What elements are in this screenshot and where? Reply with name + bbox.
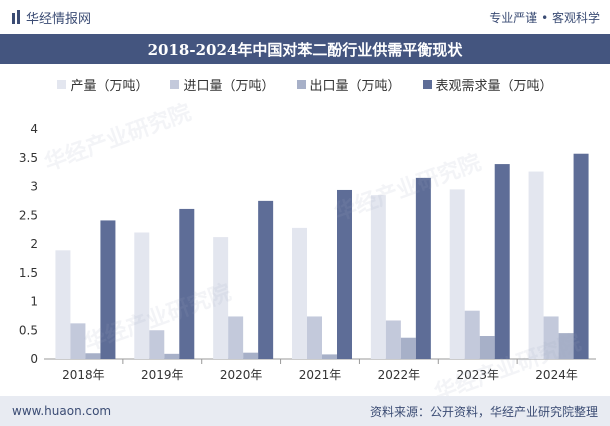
bar-chart: 0 0.5 1 1.5 2 2.5 3 3.5 4 2018年 2019年 2020年 2021年 202…	[19, 122, 596, 382]
x-tick-label: 2019年	[141, 368, 184, 382]
top-bar: 华经情报网 专业严谨 • 客观科学	[0, 0, 610, 34]
bar	[528, 171, 544, 359]
y-tick-label: 4	[30, 122, 38, 136]
bar	[415, 177, 431, 359]
bar	[243, 352, 259, 359]
legend-swatch	[57, 79, 67, 89]
legend-label: 表观需求量（万吨）	[435, 78, 553, 94]
brand-logo-icon	[12, 10, 20, 24]
bar	[573, 153, 589, 359]
y-tick-label: 0	[30, 352, 38, 366]
bar	[134, 232, 150, 359]
bar	[70, 323, 86, 359]
brand: 华经情报网	[12, 8, 91, 27]
bar	[85, 353, 101, 359]
bar	[213, 237, 229, 359]
legend-item: 进口量（万吨）	[170, 72, 275, 96]
legend-label: 出口量（万吨）	[309, 78, 401, 94]
y-tick-label: 0.5	[19, 323, 38, 337]
y-tick-label: 1	[30, 295, 38, 309]
bar	[400, 337, 416, 359]
bar	[258, 200, 274, 359]
y-tick-label: 2	[30, 237, 38, 251]
bar	[292, 227, 307, 359]
bar	[337, 189, 352, 359]
legend-label: 进口量（万吨）	[183, 78, 275, 94]
y-tick-label: 3.5	[19, 151, 38, 165]
bar	[479, 336, 495, 359]
brand-name: 华经情报网	[26, 11, 92, 27]
legend-swatch	[296, 79, 306, 89]
y-tick-label: 2.5	[19, 208, 38, 222]
bar	[370, 195, 386, 359]
x-tick-label: 2023年	[456, 368, 499, 382]
bar	[385, 320, 401, 359]
x-tick-label: 2018年	[62, 368, 105, 382]
y-tick-label: 1.5	[19, 266, 38, 280]
x-tick-label: 2021年	[299, 368, 342, 382]
bar	[307, 316, 322, 359]
legend-item: 出口量（万吨）	[296, 72, 401, 96]
bar	[449, 189, 465, 359]
x-tick-label: 2024年	[535, 368, 578, 382]
legend-swatch	[170, 79, 180, 89]
chart-legend: 产量（万吨） 进口量（万吨） 出口量（万吨） 表观需求量（万吨）	[0, 72, 610, 96]
y-tick-label: 3	[30, 180, 38, 194]
footer-website: www.huaon.com	[12, 404, 112, 418]
tagline: 专业严谨 • 客观科学	[489, 10, 600, 25]
bar	[228, 316, 244, 359]
bar	[149, 330, 165, 359]
legend-label: 产量（万吨）	[70, 78, 149, 94]
footer-source: 资料来源：公开资料，华经产业研究院整理	[369, 404, 598, 419]
footer: www.huaon.com 资料来源：公开资料，华经产业研究院整理	[0, 396, 610, 426]
bar	[164, 353, 180, 359]
bar	[543, 316, 559, 359]
x-tick-label: 2022年	[378, 368, 421, 382]
bar	[100, 220, 116, 359]
bar	[464, 310, 480, 359]
bar	[55, 250, 71, 359]
legend-swatch	[422, 79, 432, 89]
bar	[322, 354, 337, 359]
legend-item: 表观需求量（万吨）	[422, 72, 553, 96]
chart-title: 2018-2024年中国对苯二酚行业供需平衡现状	[0, 34, 610, 64]
bar	[558, 333, 574, 359]
bar	[179, 208, 195, 359]
legend-item: 产量（万吨）	[57, 72, 148, 96]
x-tick-label: 2020年	[220, 368, 263, 382]
bar	[494, 164, 510, 359]
